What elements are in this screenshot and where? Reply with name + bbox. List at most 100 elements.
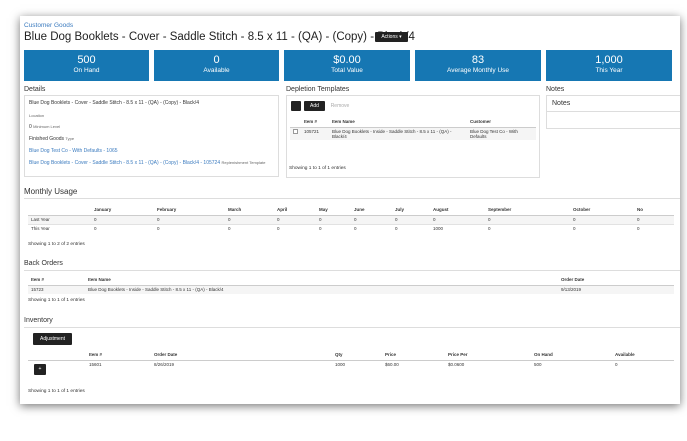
monthly-usage-heading: Monthly Usage [24, 187, 78, 196]
breadcrumb[interactable]: Customer Goods [24, 22, 74, 29]
type-label: Type [65, 136, 75, 141]
table-row: Last Year 0 0 0 0 0 0 0 0 0 0 0 [28, 214, 674, 224]
column-header [28, 205, 91, 216]
section-divider [24, 198, 680, 199]
table-cell: 1000 [430, 223, 485, 233]
depletion-entries-info: Showing 1 to 1 of 1 entries [289, 166, 346, 171]
column-header[interactable]: Item # [301, 117, 329, 128]
customer-link[interactable]: Blue Dog Test Co - With Defaults - 1065 [29, 148, 118, 154]
depletion-panel: Add Remove Item # Item Name Customer 105… [286, 95, 540, 178]
column-header[interactable]: June [351, 205, 392, 216]
type-value: Finished Goods [29, 136, 65, 142]
row-label: This Year [28, 223, 91, 233]
table-cell: 0 [91, 214, 154, 224]
back-orders-heading: Back Orders [24, 260, 63, 267]
table-cell: 0 [316, 214, 351, 224]
table-cell: 0 [634, 214, 674, 224]
depletion-table: Item # Item Name Customer 105721 Blue Do… [290, 117, 536, 140]
stat-average-monthly-use: 83 Average Monthly Use [415, 50, 541, 81]
monthly-usage-table: January February March April May June Ju… [28, 205, 674, 233]
add-button[interactable]: Add [304, 101, 325, 111]
column-header [290, 117, 301, 128]
column-header[interactable]: August [430, 205, 485, 216]
stat-label: Average Monthly Use [446, 67, 510, 74]
table-cell: 0 [392, 223, 430, 233]
min-level-label: Minimum Level [33, 124, 61, 129]
table-row[interactable]: 105721 Blue Dog Booklets - Inside - Sadd… [290, 126, 536, 140]
row-checkbox-cell[interactable] [290, 126, 301, 140]
column-header[interactable]: Qty [332, 350, 382, 361]
column-header[interactable]: September [485, 205, 570, 216]
section-divider [24, 327, 680, 328]
table-cell: 105721 [301, 126, 329, 140]
row-checkbox[interactable] [293, 128, 298, 134]
details-location-label: Location [29, 113, 45, 118]
table-cell: 0 [225, 214, 274, 224]
details-min-level: 0 Minimum Level [29, 124, 60, 130]
table-cell: 1000 [332, 359, 382, 376]
table-cell: 0 [351, 214, 392, 224]
column-header[interactable]: Order Date [151, 350, 332, 361]
app-window: Customer Goods Blue Dog Booklets - Cover… [20, 16, 680, 404]
stat-label: Total Value [331, 67, 363, 74]
table-cell: 0 [570, 223, 634, 233]
depletion-heading: Depletion Templates [286, 86, 350, 93]
column-header[interactable]: Price Per [445, 350, 531, 361]
column-header[interactable]: Available [612, 350, 674, 361]
remove-button[interactable]: Remove [330, 103, 350, 109]
column-header[interactable]: Order Date [558, 275, 674, 286]
stat-value: 0 [213, 54, 220, 66]
table-cell: Blue Dog Booklets - Inside - Saddle Stit… [85, 284, 558, 294]
column-header[interactable]: Item Name [329, 117, 467, 128]
table-cell: Blue Dog Booklets - Inside - Saddle Stit… [329, 126, 467, 140]
monthly-entries-info: Showing 1 to 2 of 2 entries [28, 242, 85, 247]
table-cell: $60.00 [382, 359, 445, 376]
column-header[interactable]: Price [382, 350, 445, 361]
column-header[interactable]: April [274, 205, 316, 216]
column-header[interactable]: October [570, 205, 634, 216]
table-cell: 8/26/2019 [151, 359, 332, 376]
column-header[interactable]: Item # [86, 350, 151, 361]
column-header[interactable]: July [392, 205, 430, 216]
actions-button[interactable]: Actions ▾ [375, 32, 408, 42]
table-cell: 500 [531, 359, 612, 376]
stat-value: 83 [471, 54, 485, 66]
table-cell: 0 [430, 214, 485, 224]
select-all-toggle[interactable] [291, 101, 301, 111]
expand-row-button[interactable]: + [34, 363, 46, 375]
column-header [28, 350, 86, 361]
column-header[interactable]: February [154, 205, 225, 216]
back-orders-entries-info: Showing 1 to 1 of 1 entries [28, 298, 85, 303]
details-item-name: Blue Dog Booklets - Cover - Saddle Stitc… [29, 100, 199, 106]
notes-panel[interactable]: Notes [546, 95, 680, 129]
column-header[interactable]: May [316, 205, 351, 216]
notes-panel-title: Notes [552, 100, 571, 107]
adjustment-button[interactable]: Adjustment [33, 333, 72, 345]
table-row: + 15601 8/26/2019 1000 $60.00 $0.0600 50… [28, 359, 674, 376]
table-cell: 0 [154, 223, 225, 233]
table-cell: 0 [91, 223, 154, 233]
details-template: Blue Dog Booklets - Cover - Saddle Stitc… [29, 160, 265, 166]
section-divider [24, 270, 680, 271]
template-link[interactable]: Blue Dog Booklets - Cover - Saddle Stitc… [29, 160, 221, 166]
table-cell: 0 [485, 214, 570, 224]
stat-available: 0 Available [154, 50, 279, 81]
min-level-value: 0 [29, 124, 32, 130]
column-header[interactable]: January [91, 205, 154, 216]
column-header[interactable]: Customer [467, 117, 536, 128]
inventory-table: Item # Order Date Qty Price Price Per On… [28, 350, 674, 376]
column-header[interactable]: Item # [28, 275, 85, 286]
table-cell: 9/13/2019 [558, 284, 674, 294]
table-row: 15723 Blue Dog Booklets - Inside - Saddl… [28, 284, 674, 294]
column-header[interactable]: On Hand [531, 350, 612, 361]
stat-label: This Year [595, 67, 623, 74]
column-header[interactable]: No [634, 205, 674, 216]
column-header[interactable]: Item Name [85, 275, 558, 286]
expand-cell[interactable]: + [28, 359, 86, 376]
stat-tiles: 500 On Hand 0 Available $0.00 Total Valu… [24, 50, 680, 81]
inventory-heading: Inventory [24, 317, 53, 324]
stat-value: 500 [77, 54, 96, 66]
table-cell: 0 [612, 359, 674, 376]
table-cell: 0 [485, 223, 570, 233]
column-header[interactable]: March [225, 205, 274, 216]
